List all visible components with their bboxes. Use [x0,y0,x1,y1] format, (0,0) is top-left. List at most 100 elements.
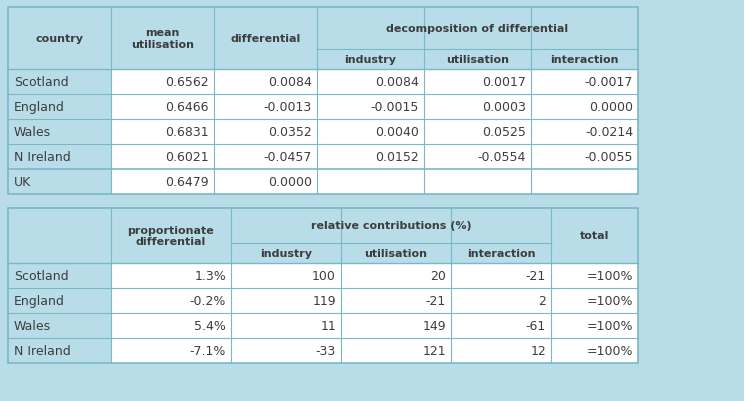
Text: 1.3%: 1.3% [194,269,226,282]
Text: differential: differential [231,34,301,44]
Text: 20: 20 [430,269,446,282]
Text: industry: industry [260,248,312,258]
Text: UK: UK [14,176,31,188]
Text: -0.0214: -0.0214 [585,126,633,139]
Bar [317,145,424,170]
Bar [8,313,111,338]
Text: Scotland: Scotland [14,76,68,89]
Text: 0.0084: 0.0084 [375,76,419,89]
Text: utilisation: utilisation [446,55,509,65]
Text: country: country [36,34,83,44]
Text: -7.1%: -7.1% [190,344,226,357]
Bar [531,170,638,194]
Text: -0.0015: -0.0015 [371,101,419,114]
Bar [111,120,214,145]
Text: -61: -61 [526,319,546,332]
Text: -21: -21 [526,269,546,282]
Text: 149: 149 [423,319,446,332]
Text: 0.6479: 0.6479 [165,176,209,188]
Text: 0.6831: 0.6831 [165,126,209,139]
Bar [317,120,424,145]
Text: 0.6466: 0.6466 [165,101,209,114]
Bar [317,95,424,120]
Text: Scotland: Scotland [14,269,68,282]
Text: N Ireland: N Ireland [14,151,71,164]
Bar [451,263,551,288]
Bar [8,8,638,70]
Text: 0.0000: 0.0000 [268,176,312,188]
Bar [111,170,214,194]
Bar [231,313,341,338]
Text: 0.0525: 0.0525 [482,126,526,139]
Bar [424,120,531,145]
Bar [317,170,424,194]
Text: total: total [580,231,609,241]
Bar [341,338,451,363]
Text: 0.0152: 0.0152 [375,151,419,164]
Text: mean
utilisation: mean utilisation [131,28,194,50]
Text: 0.0352: 0.0352 [269,126,312,139]
Bar [231,288,341,313]
Text: relative contributions (%): relative contributions (%) [311,221,471,231]
Text: 0.6021: 0.6021 [165,151,209,164]
Text: interaction: interaction [466,248,535,258]
Text: -0.0457: -0.0457 [263,151,312,164]
Text: -33: -33 [315,344,336,357]
Bar [424,95,531,120]
Bar [111,70,214,95]
Bar [341,313,451,338]
Bar [214,120,317,145]
Text: industry: industry [344,55,397,65]
Bar [8,338,111,363]
Bar [317,70,424,95]
Bar [8,209,638,263]
Text: 0.6562: 0.6562 [165,76,209,89]
Text: =100%: =100% [586,319,633,332]
Bar [111,263,231,288]
Bar [451,338,551,363]
Bar [231,263,341,288]
Text: =100%: =100% [586,294,633,307]
Text: 2: 2 [538,294,546,307]
Text: 0.0003: 0.0003 [482,101,526,114]
Text: -0.0055: -0.0055 [585,151,633,164]
Text: 0.0017: 0.0017 [482,76,526,89]
Bar [531,120,638,145]
Text: =100%: =100% [586,344,633,357]
Bar [8,209,638,363]
Text: Wales: Wales [14,319,51,332]
Bar [8,145,111,170]
Text: =100%: =100% [586,269,633,282]
Bar [214,170,317,194]
Text: 119: 119 [312,294,336,307]
Text: -0.0017: -0.0017 [585,76,633,89]
Bar [8,95,111,120]
Bar [8,288,111,313]
Bar [551,338,638,363]
Bar [214,70,317,95]
Text: 12: 12 [530,344,546,357]
Bar [8,263,111,288]
Bar [214,95,317,120]
Bar [111,338,231,363]
Bar [214,145,317,170]
Bar [341,263,451,288]
Bar [341,288,451,313]
Text: 0.0000: 0.0000 [589,101,633,114]
Text: -0.2%: -0.2% [190,294,226,307]
Bar [531,145,638,170]
Bar [424,145,531,170]
Text: 11: 11 [320,319,336,332]
Bar [451,288,551,313]
Bar [111,95,214,120]
Bar [424,170,531,194]
Text: decomposition of differential: decomposition of differential [386,24,568,34]
Text: 100: 100 [312,269,336,282]
Bar [8,170,111,194]
Text: N Ireland: N Ireland [14,344,71,357]
Text: utilisation: utilisation [365,248,428,258]
Bar [231,338,341,363]
Text: 0.0040: 0.0040 [375,126,419,139]
Text: -21: -21 [426,294,446,307]
Text: Wales: Wales [14,126,51,139]
